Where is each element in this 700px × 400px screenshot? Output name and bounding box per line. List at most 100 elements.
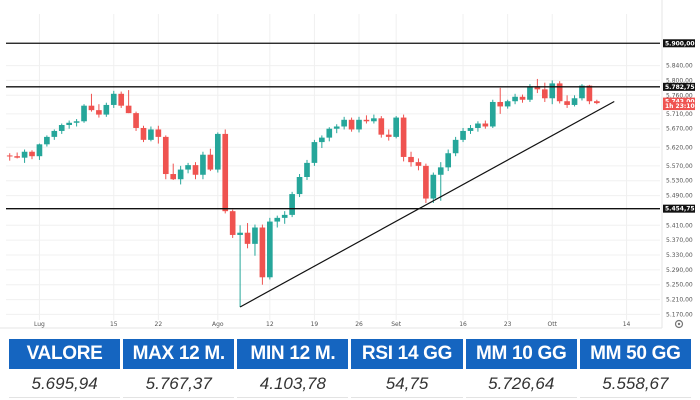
header-mm-50gg: MM 50 GG (579, 339, 691, 369)
candle-body (29, 151, 35, 157)
candle-body (36, 144, 43, 157)
candle-body (393, 117, 399, 137)
price-tag-box (663, 102, 695, 111)
candle-body (556, 83, 563, 102)
candle-body (296, 177, 303, 195)
x-tick-label: Ago (212, 321, 224, 328)
candle-body (274, 217, 281, 222)
candle-body (252, 227, 258, 244)
candle-body (103, 104, 110, 115)
level-tag-box (663, 204, 695, 213)
y-tick-label: 5.410,00 (666, 222, 693, 229)
candle-body (319, 137, 325, 143)
y-tick-label: 5.330,00 (666, 252, 693, 259)
y-tick-label: 5.170,00 (666, 311, 693, 318)
candle-body (207, 154, 214, 170)
candle-body (423, 165, 429, 199)
candle-body (408, 156, 414, 163)
candle-body (356, 119, 362, 130)
candle-body (541, 89, 548, 99)
x-tick-label: 15 (110, 321, 118, 328)
candlestick-chart-svg[interactable]: 5.900,00 5.840,00 5.800,00 5.760,00 5.710,00… (0, 0, 700, 336)
candle-body (371, 118, 377, 122)
candle-body (430, 174, 437, 199)
header-mm-10gg: MM 10 GG (465, 339, 577, 369)
candle-body (58, 125, 65, 131)
candle-body (267, 221, 273, 278)
x-tick-label: 16 (459, 321, 467, 328)
candle-body (14, 156, 20, 158)
candle-body (162, 136, 169, 175)
gear-icon[interactable] (674, 319, 684, 329)
level-tag-label: 5.454,75 (665, 206, 695, 213)
candle-body (527, 86, 533, 100)
candle-body (534, 86, 541, 90)
candle-body (311, 142, 318, 163)
level-tag-label: 5.900,00 (665, 40, 695, 47)
y-tick-label: 5.530,00 (666, 178, 693, 185)
candle-body (237, 232, 243, 235)
candle-body (460, 130, 466, 140)
candle-body (564, 101, 570, 105)
y-tick-label: 5.290,00 (666, 267, 693, 274)
candle-body (140, 127, 147, 140)
candle-body (96, 110, 102, 115)
candle-body (304, 162, 310, 177)
x-tick-label: 19 (311, 321, 319, 328)
candle-body (497, 101, 504, 107)
candle-body (81, 105, 87, 122)
candle-body (73, 121, 80, 123)
value-mm-10gg: 5.726,64 (465, 371, 577, 398)
x-tick-label: Ott (548, 321, 558, 328)
y-tick-label: 5.370,00 (666, 237, 693, 244)
candle-body (222, 133, 229, 212)
x-tick-label: 26 (355, 321, 363, 328)
y-tick-label: 5.570,00 (666, 163, 693, 170)
candle-body (445, 153, 452, 168)
value-mm-50gg: 5.558,67 (579, 371, 691, 398)
candle-body (415, 162, 422, 166)
candle-body (519, 96, 526, 100)
candle-body (579, 85, 585, 99)
candle-body (259, 227, 266, 278)
x-tick-label: 23 (504, 321, 512, 328)
candle-body (489, 101, 496, 127)
candle-body (192, 165, 199, 175)
x-tick-label: 22 (155, 321, 163, 328)
y-tick-label: 5.620,00 (666, 144, 693, 151)
y-tick-label: 5.210,00 (666, 297, 693, 304)
gear-icon-center (677, 322, 681, 326)
y-tick-label: 5.840,00 (666, 63, 693, 70)
candle-body (586, 85, 593, 102)
candle-body (110, 93, 117, 105)
candle-body (281, 214, 288, 218)
candle-body (118, 93, 125, 106)
stats-value-row: 5.695,94 5.767,37 4.103,78 54,75 5.726,6… (9, 371, 691, 398)
candle-body (437, 167, 444, 175)
value-rsi-14gg: 54,75 (351, 371, 463, 398)
candle-body (333, 126, 340, 129)
candle-body (475, 123, 481, 128)
level-tag-box (663, 39, 695, 48)
header-min-12m: MIN 12 M. (237, 339, 349, 369)
y-tick-label: 5.710,00 (666, 111, 693, 118)
price-tag-label: 1h 23:10 (665, 103, 695, 110)
candle-body (400, 117, 407, 157)
candle-body (6, 155, 13, 157)
candle-body (88, 105, 95, 111)
candle-body (51, 130, 58, 137)
candle-body (549, 83, 556, 99)
candle-body (66, 122, 72, 125)
candle-body (214, 133, 221, 170)
candle-body (348, 119, 355, 130)
candle-body (467, 127, 474, 131)
candle-body (244, 232, 251, 244)
y-tick-label: 5.490,00 (666, 193, 693, 200)
candle-body (571, 98, 578, 105)
level-tag-label: 5.782,75 (665, 84, 695, 91)
x-tick-label: Set (391, 321, 402, 328)
candle-body (148, 129, 154, 140)
candle-body (177, 169, 184, 180)
candle-body (229, 211, 236, 235)
price-chart[interactable]: 5.900,00 5.840,00 5.800,00 5.760,00 5.710,00… (0, 0, 700, 336)
